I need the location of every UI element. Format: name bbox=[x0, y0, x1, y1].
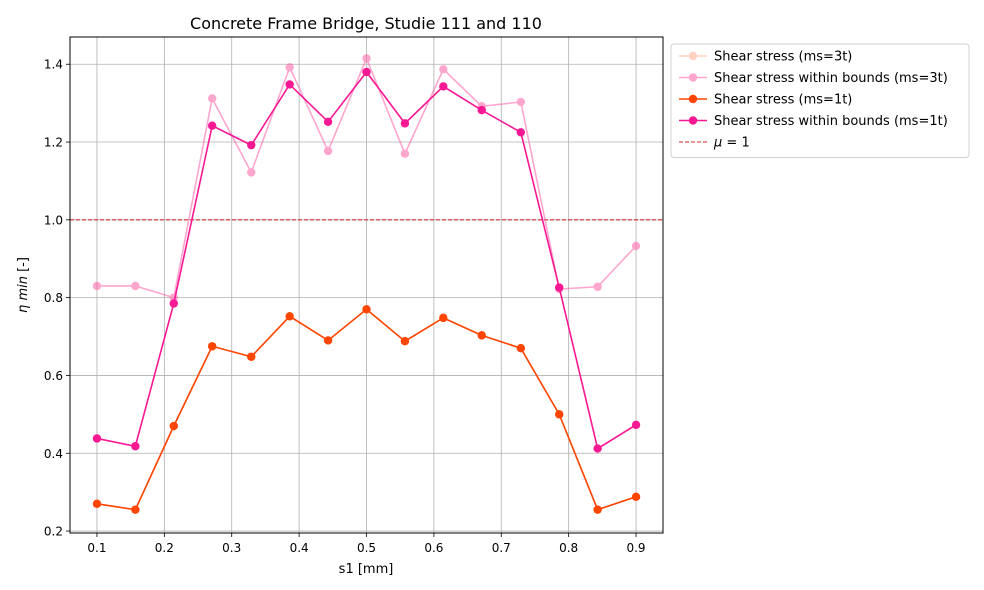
y-tick-label: 1.2 bbox=[44, 136, 63, 150]
data-point bbox=[207, 121, 217, 130]
legend-marker bbox=[688, 94, 698, 104]
legend-item bbox=[679, 94, 707, 104]
data-point bbox=[439, 82, 448, 91]
data-point bbox=[169, 421, 178, 431]
legend-label: Shear stress (ms=1t) bbox=[714, 93, 852, 108]
y-tick-label: 1.0 bbox=[44, 213, 63, 227]
y-tick-label: 0.2 bbox=[44, 525, 63, 539]
data-point bbox=[516, 128, 526, 137]
series-4 bbox=[92, 67, 641, 453]
data-point bbox=[92, 499, 102, 509]
legend-label: μ = 1 bbox=[713, 136, 750, 151]
x-tick-label: 0.7 bbox=[492, 541, 511, 555]
x-tick-label: 0.9 bbox=[626, 541, 645, 555]
data-point bbox=[400, 337, 410, 346]
data-point bbox=[593, 505, 602, 514]
legend-label-symbol: μ bbox=[713, 136, 722, 151]
legend-label: Shear stress within bounds (ms=3t) bbox=[714, 71, 948, 86]
x-tick-label: 0.6 bbox=[424, 541, 443, 555]
data-point bbox=[631, 241, 641, 251]
x-axis: 0.1 0.2 0.3 0.4 0.5 0.6 0.7 0.8 0.9 bbox=[87, 533, 646, 555]
legend-marker bbox=[688, 73, 698, 82]
data-point bbox=[285, 80, 294, 89]
data-point bbox=[631, 420, 641, 430]
chart-title: Concrete Frame Bridge, Studie 111 and 11… bbox=[190, 14, 542, 33]
x-tick-label: 0.4 bbox=[290, 541, 309, 555]
data-point bbox=[362, 305, 371, 314]
y-tick-label: 0.8 bbox=[44, 291, 63, 305]
data-point bbox=[92, 434, 102, 443]
data-point bbox=[285, 63, 294, 72]
legend-item bbox=[679, 51, 707, 61]
data-point bbox=[439, 313, 448, 323]
legend-label: Shear stress within bounds (ms=1t) bbox=[714, 114, 948, 129]
y-axis-label: η min [-] bbox=[16, 257, 31, 313]
series-layer bbox=[92, 54, 641, 514]
legend-item bbox=[679, 73, 707, 82]
data-point bbox=[247, 168, 256, 177]
data-point bbox=[131, 281, 140, 291]
data-point bbox=[477, 105, 486, 115]
y-axis-label-symbol: η bbox=[16, 305, 31, 313]
data-point bbox=[323, 336, 333, 345]
x-tick-label: 0.8 bbox=[559, 541, 578, 555]
data-point bbox=[323, 146, 333, 156]
y-axis: 0.2 0.4 0.6 0.8 1.0 1.2 1.4 bbox=[44, 58, 70, 539]
x-tick-label: 0.5 bbox=[357, 541, 376, 555]
data-point bbox=[555, 283, 564, 292]
data-point bbox=[400, 119, 410, 128]
legend-label-rest: = 1 bbox=[722, 136, 749, 151]
legend-box bbox=[670, 43, 970, 158]
data-point bbox=[593, 282, 602, 291]
y-tick-label: 1.4 bbox=[44, 58, 63, 72]
data-point bbox=[593, 444, 602, 453]
plot-area bbox=[69, 36, 664, 534]
legend-label: Shear stress (ms=3t) bbox=[714, 50, 852, 65]
legend-item bbox=[679, 116, 707, 125]
data-point bbox=[247, 140, 256, 150]
x-tick-label: 0.2 bbox=[155, 541, 174, 555]
data-point bbox=[207, 94, 217, 103]
data-point bbox=[247, 352, 256, 361]
data-point bbox=[362, 54, 371, 63]
data-point bbox=[631, 492, 641, 502]
data-point bbox=[400, 149, 410, 158]
x-axis-label: s1 [mm] bbox=[339, 562, 394, 577]
legend-marker bbox=[688, 51, 698, 61]
data-point bbox=[131, 505, 140, 514]
data-point bbox=[439, 65, 448, 74]
y-tick-label: 0.6 bbox=[44, 369, 63, 383]
x-tick-label: 0.1 bbox=[87, 541, 106, 555]
data-point bbox=[285, 312, 294, 321]
legend-marker bbox=[688, 116, 698, 125]
data-point bbox=[362, 67, 371, 77]
data-point bbox=[516, 344, 526, 353]
y-tick-label: 0.4 bbox=[44, 447, 63, 461]
data-point bbox=[169, 299, 178, 308]
grid bbox=[70, 37, 663, 533]
data-point bbox=[92, 281, 102, 291]
data-point bbox=[555, 410, 564, 419]
data-point bbox=[323, 117, 333, 127]
y-axis-label-text: min bbox=[16, 276, 31, 301]
data-point bbox=[131, 442, 140, 451]
y-axis-label-unit: [-] bbox=[16, 257, 31, 272]
series-3 bbox=[92, 305, 641, 514]
data-point bbox=[516, 97, 526, 107]
legend: Shear stress (ms=3t) Shear stress within … bbox=[670, 43, 970, 158]
data-point bbox=[477, 331, 486, 340]
data-point bbox=[207, 342, 217, 351]
x-tick-label: 0.3 bbox=[222, 541, 241, 555]
